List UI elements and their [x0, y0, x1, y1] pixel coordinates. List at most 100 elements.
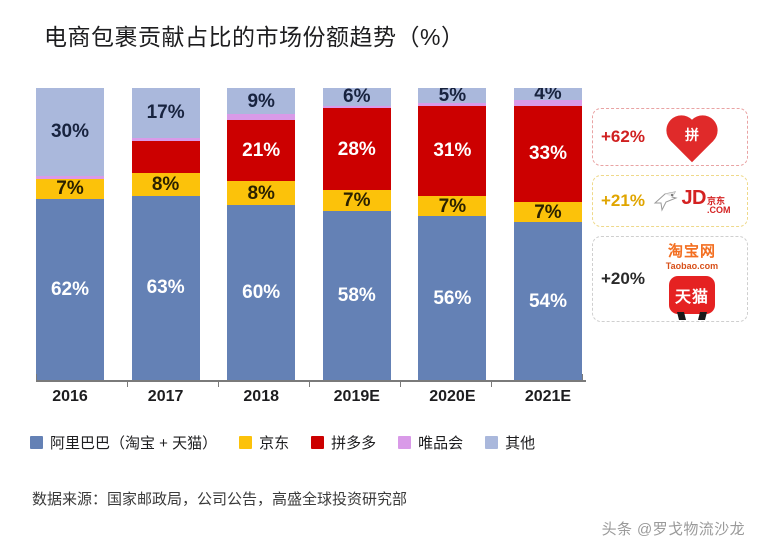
bar-segment-label: 7% — [56, 178, 84, 199]
growth-card-pinduoduo: +62% 拼 — [592, 108, 748, 166]
bar-segment-ali: 56% — [418, 216, 487, 380]
bar-segment-label: 62% — [50, 278, 90, 300]
legend-swatch-icon — [311, 436, 325, 449]
x-axis-tick — [582, 374, 583, 382]
bar-segment-jd: 7% — [36, 178, 104, 199]
bar-column: 4% 33% 7% 54% — [513, 88, 582, 380]
bar-segment-vip — [513, 99, 582, 106]
legend-label: 阿里巴巴（淘宝 + 天猫） — [50, 435, 218, 452]
x-axis-tick — [400, 380, 401, 387]
bar-segment-label: 4% — [534, 88, 562, 100]
bar-segment-label: 30% — [50, 121, 90, 143]
pinduoduo-logo-glyph: 拼 — [684, 127, 699, 143]
bar-segment-pdd: 33% — [513, 105, 582, 202]
jd-dog-icon — [654, 191, 679, 212]
legend-label: 唯品会 — [418, 435, 464, 452]
bar-segment-jd: 8% — [131, 172, 200, 196]
x-axis-label-2020e: 2020E — [429, 388, 476, 405]
page-title: 电商包裹贡献占比的市场份额趋势（%） — [44, 24, 465, 50]
legend-item-pinduoduo[interactable]: 拼多多 — [311, 432, 376, 453]
taobao-logo-domain: Taobao.com — [665, 261, 719, 271]
x-axis-label-2016: 2016 — [52, 388, 88, 405]
jd-logo-domain: .COM — [707, 205, 731, 215]
legend-label: 拼多多 — [331, 435, 377, 452]
x-axis-tick — [491, 380, 492, 387]
bar-segment-vip — [322, 105, 391, 109]
legend-swatch-icon — [485, 436, 499, 449]
tmall-ear-left-icon — [676, 312, 686, 320]
legend-item-others[interactable]: 其他 — [485, 432, 535, 453]
bar-segment-others: 9% — [227, 88, 296, 115]
bar-segment-jd: 7% — [513, 201, 582, 223]
jd-logo-cn: 京东 — [707, 196, 726, 206]
plot-area: 30% 7% 62% 17% 8% 63% 9% 21% 8% 60% 6% 28% 7% 58% 5% 31… — [36, 88, 582, 380]
bar-segment-label: 21% — [242, 140, 281, 162]
bar-segment-label: 7% — [534, 201, 562, 223]
bar-segment-label: 17% — [146, 102, 185, 124]
chart-legend: 阿里巴巴（淘宝 + 天猫） 京东 拼多多 唯品会 其他 — [30, 432, 557, 453]
bar-segment-label: 9% — [247, 90, 275, 112]
bar-segment-ali: 63% — [131, 196, 200, 380]
bar-column: 6% 28% 7% 58% — [322, 88, 391, 380]
bar-segment-pdd: 28% — [322, 108, 391, 191]
bar-segment-vip — [418, 102, 487, 106]
bar-segment-label: 7% — [438, 196, 467, 217]
bar-column: 30% 7% 62% — [36, 88, 104, 380]
growth-card-jd: +21% JD 京东 .COM — [592, 175, 748, 227]
bar-segment-jd: 7% — [322, 190, 391, 211]
bar-column: 5% 31% 7% 56% — [418, 88, 487, 380]
bar-segment-label: 8% — [247, 182, 275, 204]
growth-annotation-cards: +62% 拼 +21% JD — [592, 108, 748, 331]
bar-segment-vip — [227, 114, 296, 121]
bar-column: 9% 21% 8% 60% — [227, 88, 296, 380]
growth-value-alibaba: +20% — [601, 269, 645, 288]
x-axis-tick — [218, 380, 219, 387]
bar-column: 17% 8% 63% — [131, 88, 200, 380]
growth-value-pinduoduo: +62% — [601, 127, 645, 146]
x-axis-tick — [36, 374, 37, 382]
bar-segment-ali: 54% — [513, 222, 582, 380]
legend-item-alibaba[interactable]: 阿里巴巴（淘宝 + 天猫） — [30, 432, 217, 453]
bar-segment-others: 30% — [36, 88, 104, 176]
x-axis-labels: 2016 2017 2018 2019E 2020E 2021E — [36, 388, 582, 412]
legend-swatch-icon — [239, 436, 253, 449]
bar-segment-pdd: 31% — [418, 105, 487, 197]
bar-segment-vip — [36, 175, 104, 179]
bar-segment-vip — [131, 137, 200, 141]
legend-item-jd[interactable]: 京东 — [239, 432, 289, 453]
legend-label: 其他 — [505, 435, 536, 452]
tmall-logo-cn: 天猫 — [674, 289, 709, 306]
bar-segment-pdd: 21% — [227, 120, 296, 182]
legend-label: 京东 — [259, 435, 290, 452]
legend-swatch-icon — [30, 436, 43, 449]
bar-segment-ali: 62% — [36, 198, 104, 380]
x-axis-tick — [309, 380, 310, 387]
bar-segment-ali: 60% — [227, 204, 296, 380]
source-note: 数据来源：国家邮政局，公司公告，高盛全球投资研究部 — [32, 491, 408, 508]
bar-segment-ali: 58% — [322, 210, 391, 380]
x-axis-label-2018: 2018 — [243, 388, 279, 405]
x-axis-label-2017: 2017 — [147, 388, 184, 405]
bar-segment-label: 60% — [242, 281, 281, 303]
x-axis-line — [36, 380, 586, 382]
tmall-logo-badge: 天猫 — [668, 276, 715, 320]
bar-segment-others: 6% — [322, 88, 391, 106]
bar-segment-others: 17% — [131, 88, 200, 138]
jd-logo: JD 京东 .COM — [645, 187, 739, 215]
x-axis-label-2021e: 2021E — [524, 388, 572, 405]
watermark-label: 头条 @罗戈物流沙龙 — [601, 521, 745, 538]
bar-segment-others: 5% — [418, 88, 487, 103]
bar-segment-label: 56% — [433, 287, 472, 309]
growth-card-alibaba: +20% 淘宝网 Taobao.com 天猫 — [592, 236, 748, 322]
legend-item-vipshop[interactable]: 唯品会 — [398, 432, 463, 453]
jd-logo-text: JD — [681, 187, 707, 209]
bar-segment-jd: 7% — [418, 196, 487, 217]
bar-segment-pdd — [131, 140, 200, 173]
bar-segment-label: 28% — [337, 138, 376, 160]
pinduoduo-logo: 拼 — [645, 116, 739, 163]
bar-segment-label: 5% — [438, 88, 467, 103]
x-axis-tick — [127, 380, 128, 387]
stacked-bar-group: 30% 7% 62% 17% 8% 63% 9% 21% 8% 60% 6% 28% 7% 58% 5% 31… — [36, 88, 582, 380]
bar-segment-label: 33% — [528, 143, 567, 165]
